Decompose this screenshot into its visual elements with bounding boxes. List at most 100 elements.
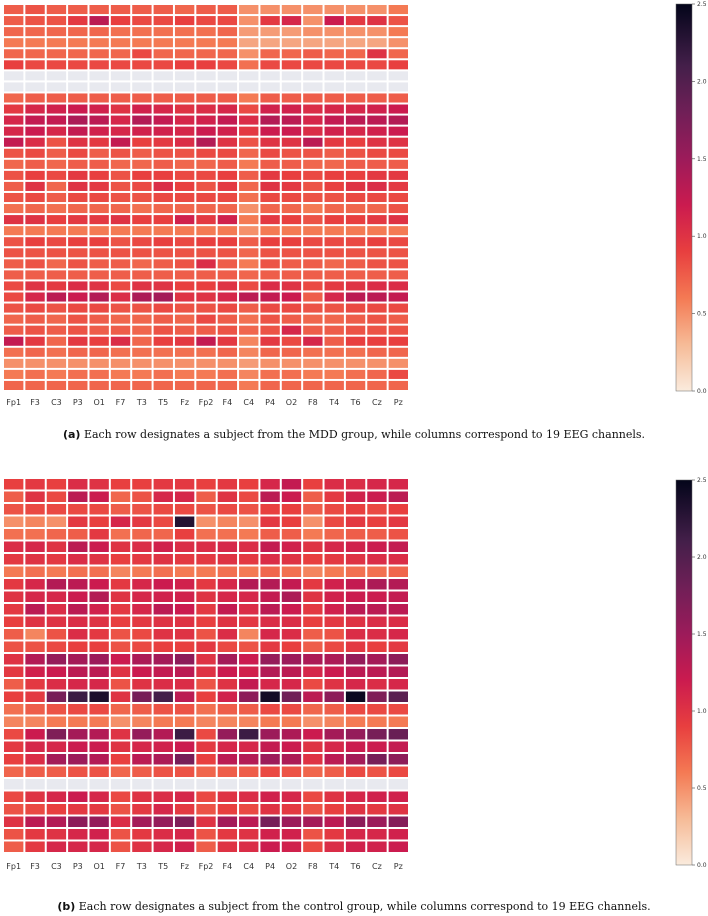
heatmap-cell: [388, 325, 408, 335]
heatmap-cell: [303, 479, 323, 490]
heatmap-cell: [153, 126, 173, 136]
heatmap-cell: [367, 325, 387, 335]
heatmap-cell: [281, 566, 302, 577]
heatmap-cell: [303, 766, 323, 777]
heatmap-cell: [303, 779, 323, 790]
heatmap-cell: [260, 679, 280, 690]
heatmap-cell: [324, 27, 344, 37]
heatmap-cell: [25, 629, 45, 640]
heatmap-cell: [303, 16, 323, 26]
heatmap-cell: [196, 654, 216, 665]
heatmap-cell: [4, 137, 24, 147]
heatmap-cell: [345, 829, 366, 840]
heatmap-cell: [324, 654, 344, 665]
heatmap-cell: [345, 641, 366, 652]
heatmap-cell: [153, 654, 173, 665]
heatmap-cell: [281, 629, 302, 640]
heatmap-cell: [132, 270, 152, 280]
heatmap-cell: [196, 292, 216, 302]
heatmap-cell: [367, 704, 387, 715]
heatmap-cell: [196, 754, 216, 765]
heatmap-cell: [4, 704, 24, 715]
heatmap-cell: [89, 336, 109, 346]
heatmap-cell: [46, 369, 67, 379]
heatmap-cell: [25, 829, 45, 840]
heatmap-cell: [303, 71, 323, 81]
heatmap-cell: [239, 60, 259, 70]
heatmap-cell: [303, 325, 323, 335]
heatmap-cell: [46, 504, 67, 515]
heatmap-cell: [217, 259, 238, 269]
heatmap-cell: [25, 716, 45, 727]
heatmap-cell: [153, 604, 173, 615]
heatmap-cell: [217, 816, 238, 827]
heatmap-cell: [345, 504, 366, 515]
heatmap-cell: [388, 192, 408, 203]
heatmap-cell: [89, 248, 109, 258]
heatmap-cell: [388, 380, 408, 390]
heatmap-cell: [345, 248, 366, 258]
heatmap-cell: [110, 754, 131, 765]
heatmap-cell: [153, 704, 173, 715]
heatmap-cell: [110, 104, 131, 114]
x-tick-label: T5: [157, 862, 168, 871]
heatmap-cell: [217, 716, 238, 727]
heatmap-cell: [4, 347, 24, 357]
heatmap-cell: [153, 716, 173, 727]
heatmap-cell: [324, 336, 344, 346]
heatmap-cell: [4, 49, 24, 59]
heatmap-cell: [4, 804, 24, 815]
heatmap-cell: [174, 566, 195, 577]
colorbar-tick-label: 1.0: [697, 708, 707, 715]
heatmap-cell: [110, 579, 131, 590]
heatmap-cell: [324, 516, 344, 527]
heatmap-cell: [46, 591, 67, 602]
heatmap-cell: [46, 679, 67, 690]
heatmap-cell: [153, 691, 173, 702]
heatmap-cell: [239, 804, 259, 815]
heatmap-cell: [4, 248, 24, 258]
heatmap-cell: [174, 666, 195, 677]
heatmap-cell: [324, 554, 344, 565]
heatmap-cell: [367, 504, 387, 515]
heatmap-cell: [324, 541, 344, 552]
heatmap-cell: [345, 479, 366, 490]
heatmap-cell: [281, 591, 302, 602]
heatmap-cell: [303, 159, 323, 169]
heatmap-cell: [132, 16, 152, 26]
heatmap-cell: [367, 641, 387, 652]
heatmap-cell: [89, 5, 109, 15]
heatmap-cell: [324, 779, 344, 790]
heatmap-cell: [46, 314, 67, 324]
heatmap-cell: [4, 170, 24, 180]
heatmap-cell: [367, 259, 387, 269]
heatmap-cell: [110, 691, 131, 702]
heatmap-cell: [132, 104, 152, 114]
heatmap-cell: [132, 126, 152, 136]
heatmap-cell: [4, 27, 24, 37]
heatmap-cell: [4, 226, 24, 236]
heatmap-cell: [260, 93, 280, 103]
heatmap-cell: [132, 554, 152, 565]
heatmap-cell: [89, 529, 109, 540]
heatmap-cell: [345, 741, 366, 752]
heatmap-cell: [260, 336, 280, 346]
heatmap-cell: [345, 170, 366, 180]
heatmap-cell: [153, 325, 173, 335]
heatmap-cell: [239, 829, 259, 840]
heatmap-cell: [153, 591, 173, 602]
heatmap-cell: [68, 666, 88, 677]
heatmap-cell: [25, 170, 45, 180]
heatmap-cell: [388, 804, 408, 815]
heatmap-cell: [196, 347, 216, 357]
heatmap-cell: [324, 248, 344, 258]
heatmap-cell: [174, 616, 195, 627]
heatmap-cell: [239, 181, 259, 191]
heatmap-cell: [110, 226, 131, 236]
heatmap-cell: [68, 629, 88, 640]
x-tick-label: C3: [51, 398, 62, 407]
heatmap-cell: [260, 554, 280, 565]
heatmap-cell: [196, 779, 216, 790]
caption-a-text: Each row designates a subject from the M…: [83, 428, 646, 441]
heatmap-cell: [132, 766, 152, 777]
